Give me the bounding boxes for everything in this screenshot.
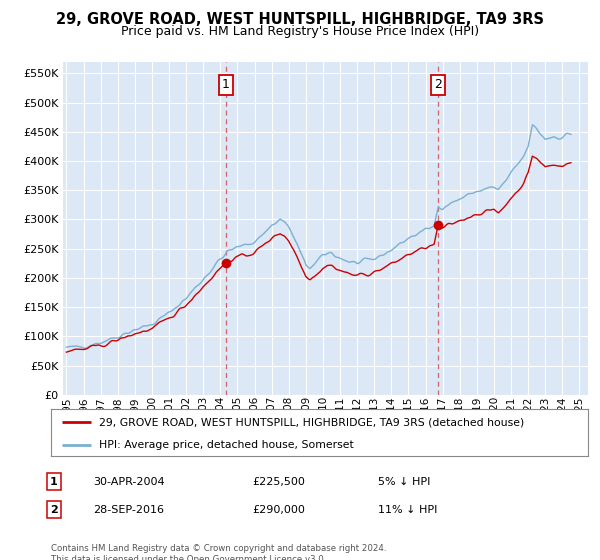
Text: 30-APR-2004: 30-APR-2004 bbox=[93, 477, 164, 487]
Text: Price paid vs. HM Land Registry's House Price Index (HPI): Price paid vs. HM Land Registry's House … bbox=[121, 25, 479, 38]
Text: 2: 2 bbox=[434, 78, 442, 91]
Text: 29, GROVE ROAD, WEST HUNTSPILL, HIGHBRIDGE, TA9 3RS (detached house): 29, GROVE ROAD, WEST HUNTSPILL, HIGHBRID… bbox=[100, 417, 524, 427]
Text: £290,000: £290,000 bbox=[252, 505, 305, 515]
Text: 28-SEP-2016: 28-SEP-2016 bbox=[93, 505, 164, 515]
Text: £225,500: £225,500 bbox=[252, 477, 305, 487]
Text: HPI: Average price, detached house, Somerset: HPI: Average price, detached house, Some… bbox=[100, 440, 354, 450]
Text: 29, GROVE ROAD, WEST HUNTSPILL, HIGHBRIDGE, TA9 3RS: 29, GROVE ROAD, WEST HUNTSPILL, HIGHBRID… bbox=[56, 12, 544, 27]
Text: 1: 1 bbox=[222, 78, 230, 91]
Text: 1: 1 bbox=[50, 477, 58, 487]
Text: 2: 2 bbox=[50, 505, 58, 515]
Text: 5% ↓ HPI: 5% ↓ HPI bbox=[378, 477, 430, 487]
Text: 11% ↓ HPI: 11% ↓ HPI bbox=[378, 505, 437, 515]
Text: Contains HM Land Registry data © Crown copyright and database right 2024.
This d: Contains HM Land Registry data © Crown c… bbox=[51, 544, 386, 560]
